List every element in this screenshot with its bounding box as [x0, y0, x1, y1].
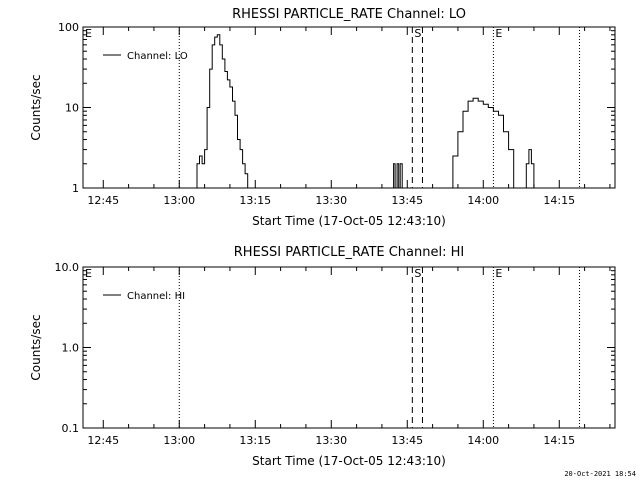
y-tick-label: 0.1 — [62, 422, 80, 435]
marker-label: E — [495, 267, 502, 280]
y-axis-label: Counts/sec — [29, 74, 43, 140]
marker-label: S — [414, 27, 421, 40]
y-tick-label: 10 — [65, 102, 79, 115]
chart-title: RHESSI PARTICLE_RATE Channel: HI — [234, 245, 464, 260]
x-tick-label: 13:15 — [239, 434, 271, 447]
y-tick-label: 10.0 — [55, 261, 80, 274]
x-tick-label: 14:00 — [467, 434, 499, 447]
marker-label: E — [495, 27, 502, 40]
x-tick-label: 13:00 — [163, 194, 195, 207]
x-tick-label: 13:45 — [391, 194, 423, 207]
x-axis-label: Start Time (17-Oct-05 12:43:10) — [252, 214, 446, 228]
y-axis-label: Counts/sec — [29, 314, 43, 380]
y-tick-label: 100 — [58, 21, 79, 34]
series-line — [392, 163, 403, 189]
x-tick-label: 14:15 — [543, 194, 575, 207]
x-axis-label: Start Time (17-Oct-05 12:43:10) — [252, 454, 446, 468]
series-line — [447, 97, 515, 189]
marker-label: S — [414, 267, 421, 280]
x-tick-label: 13:00 — [163, 434, 195, 447]
x-tick-label: 12:45 — [87, 434, 119, 447]
chart-panel-1: RHESSI PARTICLE_RATE Channel: LO 1 10 100 12… — [29, 7, 616, 228]
series-line — [523, 149, 535, 189]
x-tick-label: 13:30 — [315, 194, 347, 207]
marker-label: E — [85, 267, 92, 280]
x-tick-label: 13:30 — [315, 434, 347, 447]
legend-label: Channel: HI — [127, 291, 185, 302]
x-tick-label: 13:15 — [239, 194, 271, 207]
footer-timestamp: 20-Oct-2021 18:54 — [564, 470, 636, 478]
x-tick-label: 13:45 — [391, 434, 423, 447]
series-line — [194, 34, 249, 189]
y-tick-label: 1.0 — [62, 342, 80, 355]
legend-label: Channel: LO — [127, 51, 188, 62]
chart-title: RHESSI PARTICLE_RATE Channel: LO — [232, 7, 466, 22]
marker-label: E — [85, 27, 92, 40]
x-tick-label: 14:00 — [467, 194, 499, 207]
x-tick-label: 12:45 — [87, 194, 119, 207]
chart-panel-2: RHESSI PARTICLE_RATE Channel: HI 0.1 1.0 10… — [29, 245, 616, 468]
y-tick-label: 1 — [72, 182, 79, 195]
x-tick-label: 14:15 — [543, 434, 575, 447]
